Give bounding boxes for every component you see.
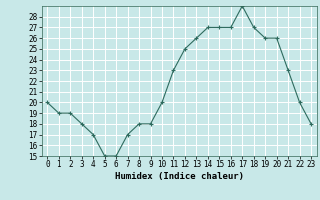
X-axis label: Humidex (Indice chaleur): Humidex (Indice chaleur) — [115, 172, 244, 181]
